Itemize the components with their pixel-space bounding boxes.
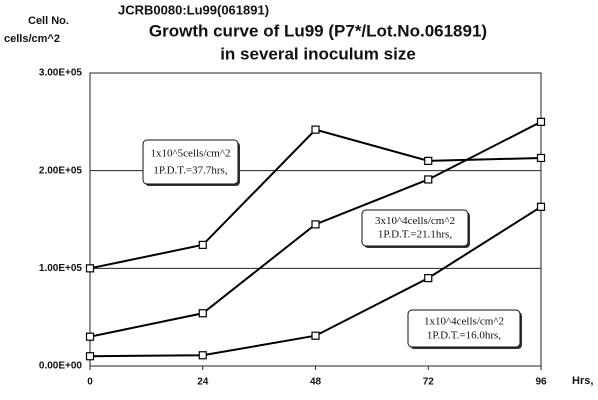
- series-note: 1P.D.T.=21.1hrs,: [378, 229, 452, 241]
- data-point: [311, 220, 320, 229]
- label-box: [142, 139, 239, 185]
- y-tick-label: 2.00E+05: [39, 165, 83, 176]
- x-tick-label: 24: [197, 377, 209, 388]
- y-tick-label: 3.00E+05: [39, 68, 83, 79]
- data-point: [424, 175, 433, 184]
- y-tick-label: 1.00E+05: [39, 263, 83, 274]
- data-point: [536, 153, 546, 163]
- x-tick-label: 0: [87, 377, 93, 388]
- series-name: 1x10^5cells/cm^2: [151, 148, 231, 160]
- series-name: 1x10^4cells/cm^2: [424, 315, 504, 327]
- data-point: [198, 309, 207, 318]
- series-note: 1P.D.T.=37.7hrs,: [153, 164, 227, 176]
- data-point: [424, 274, 433, 283]
- x-tick-label: 96: [535, 377, 547, 388]
- x-tick-label: 48: [310, 377, 322, 388]
- series-note: 1P.D.T.=16.0hrs,: [427, 329, 501, 341]
- data-point: [536, 117, 546, 126]
- y-axis-label: Cell No.: [28, 15, 69, 27]
- label-box: [407, 309, 521, 348]
- data-point: [311, 331, 320, 340]
- data-point: [85, 332, 95, 341]
- data-point: [424, 156, 433, 165]
- y-axis-label: cells/cm^2: [4, 33, 60, 45]
- data-point: [85, 264, 95, 273]
- chart-title: Growth curve of Lu99 (P7*/Lot.No.061891): [149, 21, 487, 40]
- data-point: [198, 351, 207, 360]
- y-tick-label: 0.00E+00: [39, 361, 83, 372]
- data-point: [311, 125, 320, 134]
- x-tick-label: 72: [423, 377, 435, 388]
- data-point: [198, 240, 207, 249]
- x-axis-label: Hrs,: [572, 375, 593, 387]
- chart-header: JCRB0080:Lu99(061891): [118, 2, 269, 17]
- series-name: 3x10^4cells/cm^2: [375, 215, 455, 227]
- data-point: [85, 352, 95, 361]
- data-point: [536, 202, 546, 211]
- chart-subtitle: in several inoculum size: [220, 44, 416, 63]
- label-box: [361, 209, 469, 247]
